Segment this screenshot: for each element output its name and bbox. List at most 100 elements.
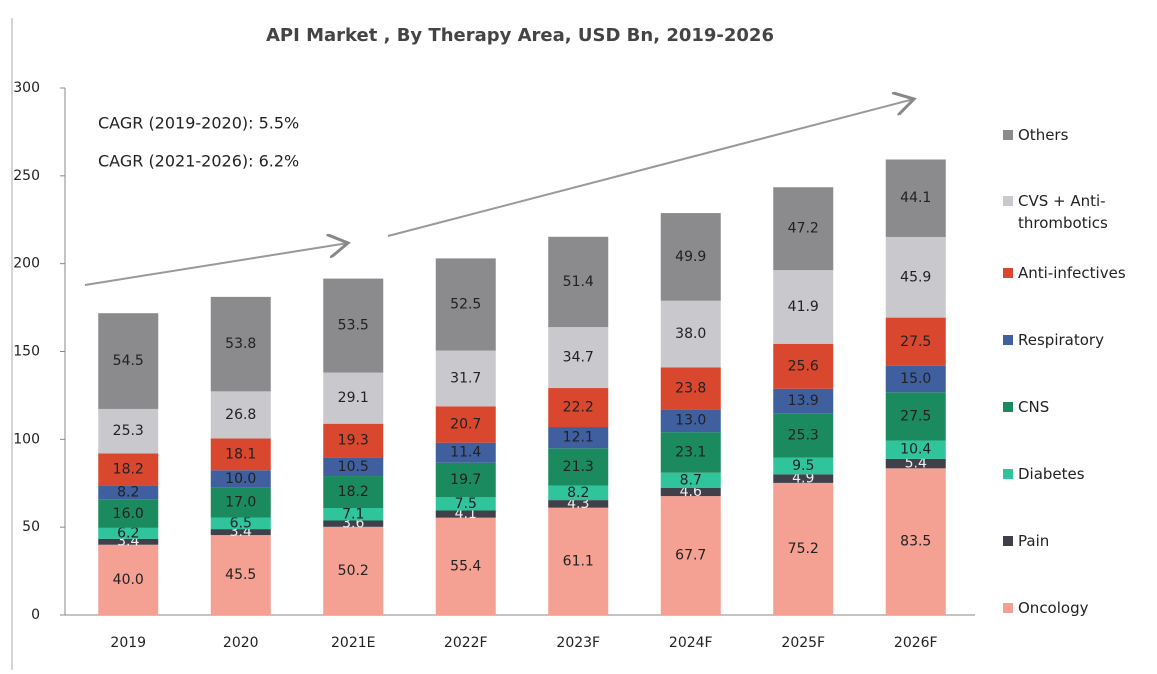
data-label: 11.4 [450,445,481,461]
legend-item: Others [1003,124,1143,146]
legend-swatch [1003,536,1013,546]
bar-segment [660,496,721,615]
bar-segment [435,497,496,511]
bar-segment [548,327,609,389]
bar-segment [548,448,609,486]
data-label: 10.5 [338,459,369,475]
bar-segment [660,409,721,433]
data-label: 44.1 [900,190,931,206]
data-label: 7.5 [455,496,477,512]
legend-item: CNS [1003,396,1143,418]
legend-label: Others [1018,126,1069,144]
data-label: 47.2 [788,221,819,237]
data-label: 25.3 [113,423,144,439]
trend-arrow [387,99,914,237]
data-label: 53.8 [225,336,256,352]
data-label: 25.3 [788,427,819,443]
data-label: 15.0 [900,371,931,387]
data-label: 41.9 [788,299,819,315]
chart-title: API Market , By Therapy Area, USD Bn, 20… [266,25,774,46]
data-label: 7.1 [342,506,364,522]
legend-swatch [1003,603,1013,613]
bar-segment [435,258,496,351]
data-label: 55.4 [450,558,481,574]
bar-segment [323,457,384,477]
data-label: 9.5 [792,458,814,474]
data-label: 4.9 [792,471,814,487]
data-label: 8.2 [567,485,589,501]
bar-segment [98,538,159,545]
bar-segment [773,343,834,389]
bar-segment [660,213,721,301]
data-label: 18.2 [338,484,369,500]
bar-segment [323,278,384,373]
trend-arrow [84,243,348,286]
bar-segment [773,388,834,414]
bar-segment [210,517,271,530]
y-tick-label: 0 [31,607,40,623]
bar-segment [885,392,946,441]
legend-label: Oncology [1018,599,1089,617]
legend-swatch [1003,469,1013,479]
bar-segment [885,440,946,459]
bar-segment [323,520,384,527]
bar-segment [435,406,496,443]
legend-swatch [1003,268,1013,278]
data-label: 27.5 [900,334,931,350]
legend-swatch [1003,130,1013,140]
annotation: CAGR (2021-2026): 6.2% [98,152,299,171]
legend-label: Anti-infectives [1018,264,1126,282]
bar-segment [773,413,834,458]
bar-segment [773,187,834,271]
x-tick-label: 2024F [669,635,713,651]
bar-segment [885,365,946,393]
bar-segment [435,442,496,463]
bar-segment [548,236,609,328]
data-label: 52.5 [450,297,481,313]
bar-segment [885,458,946,469]
legend-label: CVS + Anti-thrombotics [1018,192,1108,232]
data-label: 49.9 [675,249,706,265]
bar-segment [210,487,271,518]
data-label: 19.3 [338,433,369,449]
data-label: 54.5 [113,353,144,369]
bar-segment [98,408,159,454]
bar-segment [435,350,496,407]
data-label: 5.4 [905,456,927,472]
data-label: 20.7 [450,416,481,432]
bar-segment [323,372,384,424]
y-tick-label: 250 [13,168,40,184]
bar-segment [548,500,609,508]
y-tick-label: 150 [13,344,40,360]
x-tick-label: 2019 [110,635,146,651]
data-label: 6.5 [230,515,252,531]
bar-segment [210,529,271,536]
bar-segment [660,300,721,368]
data-label: 51.4 [563,274,594,290]
bar-segment [98,527,159,539]
bar-segment [210,296,271,392]
bar-segment [323,423,384,458]
y-tick-label: 100 [13,431,40,447]
data-label: 45.9 [900,269,931,285]
x-tick-label: 2026F [894,635,938,651]
legend-swatch [1003,335,1013,345]
data-label: 29.1 [338,390,369,406]
y-tick-label: 200 [13,256,40,272]
data-label: 25.6 [788,358,819,374]
legend-label: CNS [1018,398,1050,416]
bar-segment [98,485,159,500]
bar-segment [773,482,834,615]
data-label: 8.7 [680,472,702,488]
data-label: 18.1 [225,446,256,462]
annotation: CAGR (2019-2020): 5.5% [98,114,299,133]
bar-segment [323,526,384,615]
data-label: 10.4 [900,442,931,458]
bar-segment [885,159,946,237]
data-label: 23.1 [675,444,706,460]
legend-item: Respiratory [1003,329,1143,351]
bar-segment [210,438,271,471]
legend-label: Diabetes [1018,465,1085,483]
